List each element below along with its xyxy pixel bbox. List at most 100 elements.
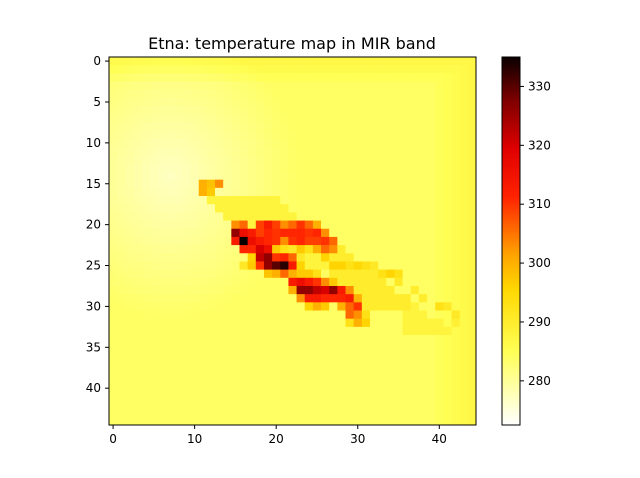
heatmap-cell (255, 146, 265, 156)
heatmap-cell (467, 196, 477, 205)
heatmap-cell (467, 236, 477, 246)
heatmap-cell (223, 375, 232, 385)
heatmap-cell (133, 89, 143, 99)
heatmap-cell (443, 196, 452, 205)
heatmap-cell (149, 261, 159, 271)
heatmap-cell (378, 343, 387, 352)
heatmap-cell (109, 416, 118, 426)
heatmap-cell (361, 236, 371, 246)
heatmap-cell (443, 384, 452, 393)
heatmap-cell (312, 187, 322, 197)
heatmap-cell (337, 375, 346, 385)
heatmap-cell (451, 146, 461, 156)
heatmap-cell (329, 326, 338, 336)
heatmap-cell (280, 204, 289, 213)
heatmap-cell (312, 163, 322, 172)
heatmap-cell (451, 367, 461, 377)
heatmap-cell (141, 253, 151, 262)
heatmap-cell (206, 285, 216, 295)
heatmap-cell (117, 302, 126, 311)
heatmap-cell (394, 187, 403, 197)
heatmap-cell (174, 220, 183, 230)
heatmap-cell (467, 187, 477, 197)
heatmap-cell (402, 236, 412, 246)
heatmap-cell (288, 310, 297, 320)
heatmap-cell (353, 351, 363, 360)
heatmap-cell (174, 253, 183, 262)
heatmap-cell (231, 57, 240, 66)
heatmap-cell (402, 228, 412, 238)
x-tick-label: 0 (109, 432, 117, 446)
heatmap-cell (443, 359, 452, 369)
heatmap-cell (402, 253, 412, 262)
heatmap-cell (386, 57, 395, 66)
heatmap-cell (386, 212, 395, 221)
heatmap-cell (321, 65, 330, 74)
heatmap-cell (451, 335, 461, 344)
heatmap-cell (206, 65, 216, 74)
heatmap-cell (174, 65, 183, 74)
heatmap-cell (182, 171, 191, 181)
heatmap-cell (361, 89, 371, 99)
heatmap-cell (459, 318, 469, 328)
heatmap-cell (223, 73, 232, 82)
heatmap-cell (174, 228, 183, 238)
heatmap-cell (174, 326, 183, 336)
heatmap-cell (215, 261, 224, 271)
heatmap-cell (174, 302, 183, 311)
heatmap-cell (459, 73, 469, 82)
heatmap-cell (198, 245, 208, 254)
heatmap-cell (255, 277, 265, 287)
heatmap-cell (369, 375, 379, 385)
heatmap-cell (247, 179, 257, 189)
heatmap-cell (215, 130, 224, 140)
heatmap-cell (329, 245, 338, 254)
heatmap-cell (296, 343, 306, 352)
heatmap-cell (239, 302, 249, 311)
heatmap-cell (133, 277, 143, 287)
heatmap-cell (345, 114, 355, 123)
heatmap-cell (109, 146, 118, 156)
heatmap-cell (157, 269, 167, 279)
heatmap-cell (312, 375, 322, 385)
heatmap-cell (223, 130, 232, 140)
heatmap-cell (296, 294, 306, 303)
heatmap-cell (174, 57, 183, 66)
heatmap-cell (288, 171, 297, 181)
heatmap-cell (296, 375, 306, 385)
heatmap-cell (394, 57, 403, 66)
heatmap-cell (435, 302, 444, 311)
heatmap-cell (304, 359, 314, 369)
heatmap-cell (166, 335, 175, 344)
heatmap-cell (321, 171, 330, 181)
heatmap-cell (394, 236, 403, 246)
heatmap-cell (443, 400, 452, 410)
heatmap-cell (149, 81, 159, 91)
heatmap-cell (467, 73, 477, 82)
heatmap-cell (443, 261, 452, 271)
heatmap-cell (109, 359, 118, 369)
heatmap-cell (378, 138, 387, 148)
heatmap-cell (247, 146, 257, 156)
heatmap-cell (206, 277, 216, 287)
heatmap-cell (459, 130, 469, 140)
heatmap-cell (321, 187, 330, 197)
heatmap-cell (394, 408, 403, 418)
colorbar-tick-label: 300 (528, 256, 551, 270)
heatmap-cell (361, 400, 371, 410)
heatmap-cell (353, 416, 363, 426)
heatmap-cell (451, 261, 461, 271)
heatmap-cell (345, 392, 355, 401)
heatmap-cell (117, 335, 126, 344)
heatmap-cell (117, 179, 126, 189)
heatmap-cell (263, 285, 273, 295)
heatmap-cell (182, 367, 191, 377)
heatmap-cell (353, 367, 363, 377)
heatmap-cell (410, 310, 420, 320)
heatmap-cell (182, 392, 191, 401)
heatmap-cell (157, 146, 167, 156)
heatmap-cell (378, 65, 387, 74)
heatmap-cell (239, 220, 249, 230)
heatmap-cell (312, 367, 322, 377)
heatmap-cell (427, 163, 436, 172)
